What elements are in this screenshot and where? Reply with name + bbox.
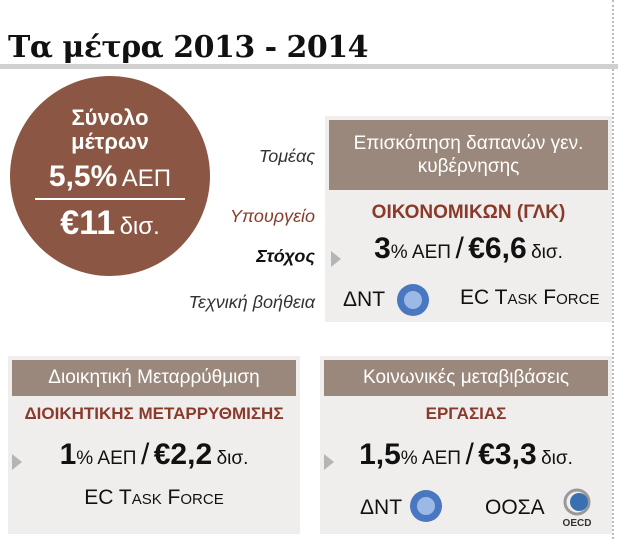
value: €6,6 (468, 232, 527, 265)
edge-dots (612, 0, 614, 539)
ministry: ΕΡΓΑΣΙΑΣ (425, 404, 507, 423)
total-label: Σύνολο μέτρων (10, 106, 210, 154)
row-label: Τομέας (258, 146, 315, 166)
total-amount: €11 δισ. (10, 204, 210, 243)
target: 3% ΑΕΠ / €6,6 δισ. (325, 232, 612, 266)
unit: δισ. (119, 213, 160, 240)
imf-logo (410, 490, 442, 522)
assistance: ΟΟΣΑ (485, 496, 545, 519)
assistance: EC Task Force (460, 286, 600, 309)
ministry: ΟΙΚΟΝΟΜΙΚΩΝ (ΓΛΚ) (371, 202, 566, 223)
box: Κοινωνικές μεταβιβάσεις ΕΡΓΑΣΙΑΣ 1,5% ΑΕ… (320, 356, 612, 534)
unit: δισ. (541, 448, 573, 469)
oecd-logo: OECD (563, 488, 592, 529)
total-circle: Σύνολο μέτρων 5,5% ΑΕΠ €11 δισ. (10, 76, 210, 276)
unit: % ΑΕΠ (76, 448, 137, 469)
box-header: Κοινωνικές μεταβιβάσεις (324, 360, 608, 396)
label: μέτρων (71, 129, 149, 154)
box-header: Διοικητική Μεταρρύθμιση (12, 360, 296, 396)
unit: ΑΕΠ (121, 165, 172, 192)
unit: δισ. (216, 448, 249, 469)
label: Σύνολο (71, 105, 149, 130)
box: Διοικητική Μεταρρύθμιση ΔΙΟΙΚΗΤΙΚΗΣ ΜΕΤΑ… (8, 356, 300, 534)
divider (35, 198, 185, 200)
value: €3,3 (478, 438, 537, 471)
value: 5,5% (48, 160, 118, 193)
sep: / (455, 232, 464, 265)
unit: % ΑΕΠ (400, 448, 461, 469)
title: Τα μέτρα 2013 - 2014 (8, 30, 369, 65)
ministry: ΔΙΟΙΚΗΤΙΚΗΣ ΜΕΤΑΡΡΥΘΜΙΣΗΣ (24, 404, 284, 423)
sep: / (465, 438, 474, 471)
row-label: Τεχνική βοήθεια (188, 292, 315, 312)
box: Επισκόπηση δαπανών γεν. κυβέρνησης ΟΙΚΟΝ… (325, 116, 612, 322)
marker (12, 454, 22, 470)
target: 1% ΑΕΠ / €2,2 δισ. (8, 438, 300, 472)
box-header: Επισκόπηση δαπανών γεν. κυβέρνησης (329, 120, 608, 190)
value: 3 (374, 232, 391, 265)
imf-logo (397, 284, 429, 316)
value: 1 (59, 438, 77, 471)
value: €2,2 (153, 438, 213, 471)
marker (324, 454, 334, 470)
marker (331, 251, 341, 267)
target: 1,5% ΑΕΠ / €3,3 δισ. (320, 438, 612, 472)
logo-text: OECD (563, 518, 592, 529)
assistance: ΔΝΤ (360, 496, 403, 519)
assistance: ΔΝΤ (343, 288, 386, 311)
assistance: EC Task Force (84, 486, 224, 509)
total-pct: 5,5% ΑΕΠ (10, 160, 210, 194)
title-rule (0, 64, 618, 69)
value: 1,5 (359, 438, 401, 471)
unit: % ΑΕΠ (390, 242, 451, 263)
row-label: Στόχος (256, 246, 315, 266)
value: €11 (60, 204, 116, 242)
sep: / (140, 438, 150, 471)
row-label: Υπουργείο (230, 206, 315, 226)
unit: δισ. (531, 242, 563, 263)
